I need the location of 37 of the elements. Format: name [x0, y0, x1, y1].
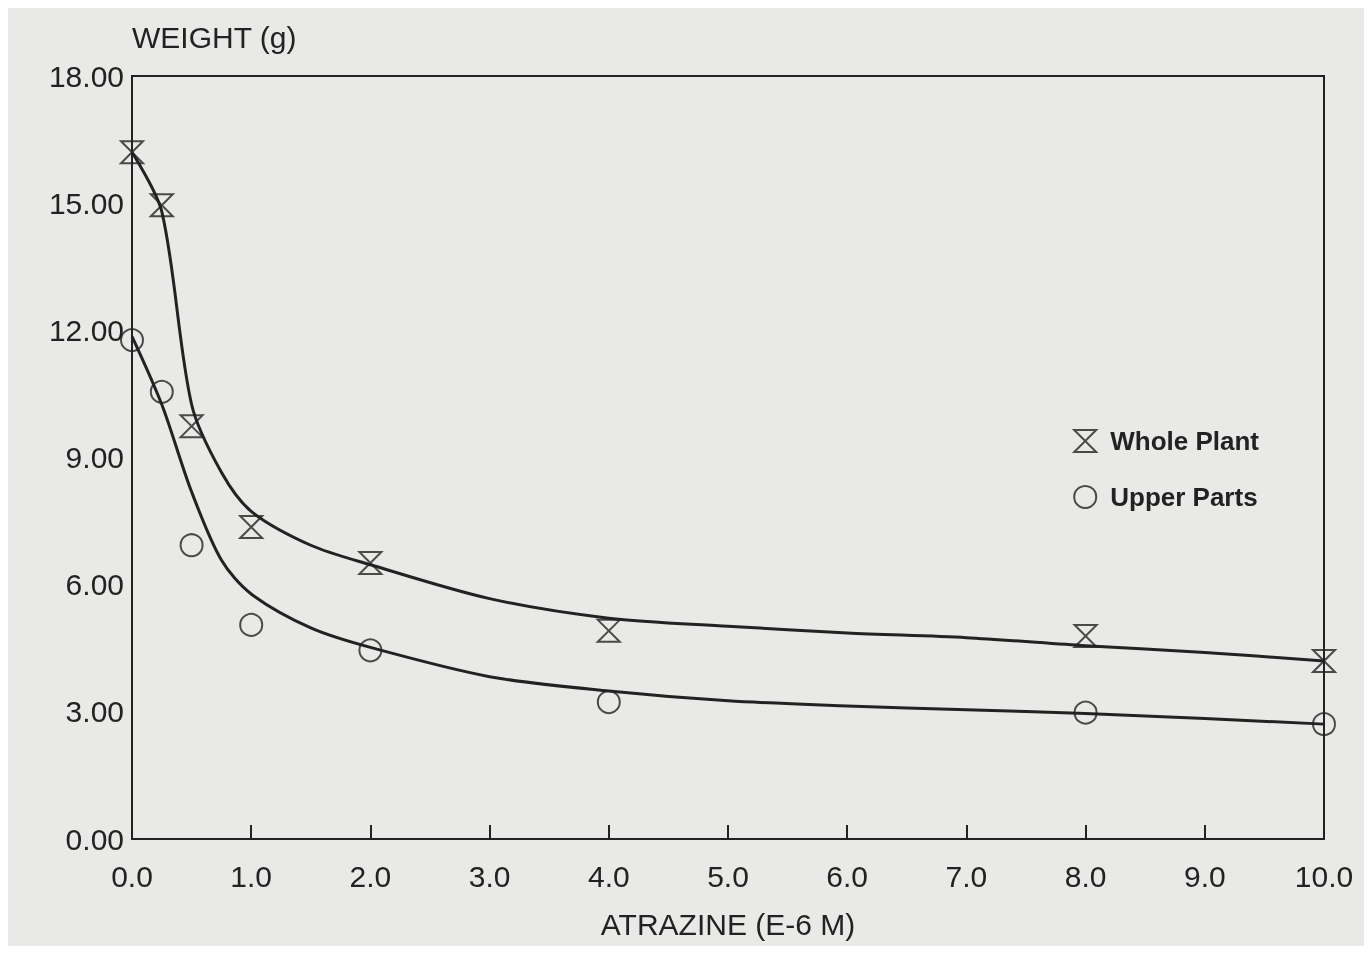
point — [358, 551, 383, 576]
point — [1073, 700, 1098, 725]
y-tick-label: 9.00 — [65, 441, 124, 474]
point — [1073, 623, 1098, 648]
point — [596, 618, 621, 643]
y-tick-label: 18.00 — [48, 59, 124, 93]
legend-label: Whole Plant — [1110, 426, 1260, 456]
point — [179, 414, 204, 439]
x-tick-label: 0.0 — [111, 859, 153, 893]
y-tick-label: 6.00 — [65, 568, 124, 602]
x-tick-label: 4.0 — [587, 859, 630, 893]
point — [149, 193, 174, 218]
y-tick-label: 3.00 — [65, 695, 124, 729]
point — [239, 612, 264, 637]
legend-label: Upper Parts — [1110, 482, 1258, 512]
point — [239, 515, 264, 540]
point — [1312, 712, 1336, 737]
x-tick-label: 2.0 — [349, 859, 392, 893]
point — [120, 140, 144, 165]
x-tick-label: 3.0 — [468, 859, 511, 893]
x-tick-label: 1.0 — [230, 859, 273, 893]
y-tick-label: 0.00 — [65, 822, 124, 856]
y-tick-label: 12.00 — [48, 313, 124, 347]
x-axis-title: ATRAZINE (E-6 M) — [600, 907, 856, 941]
x-tick-label: 8.0 — [1064, 859, 1107, 893]
y-axis-title: WEIGHT (g) — [132, 20, 297, 54]
point — [358, 638, 383, 663]
x-tick-label: 10.0 — [1294, 859, 1354, 893]
x-tick-label: 5.0 — [707, 859, 749, 893]
y-tick-label: 15.00 — [48, 186, 124, 220]
x-tick-label: 7.0 — [945, 859, 988, 893]
point — [596, 690, 621, 715]
x-tick-label: 6.0 — [826, 859, 869, 893]
point — [149, 379, 174, 404]
x-tick-label: 9.0 — [1183, 859, 1226, 893]
point — [179, 533, 204, 558]
point — [1312, 648, 1336, 673]
